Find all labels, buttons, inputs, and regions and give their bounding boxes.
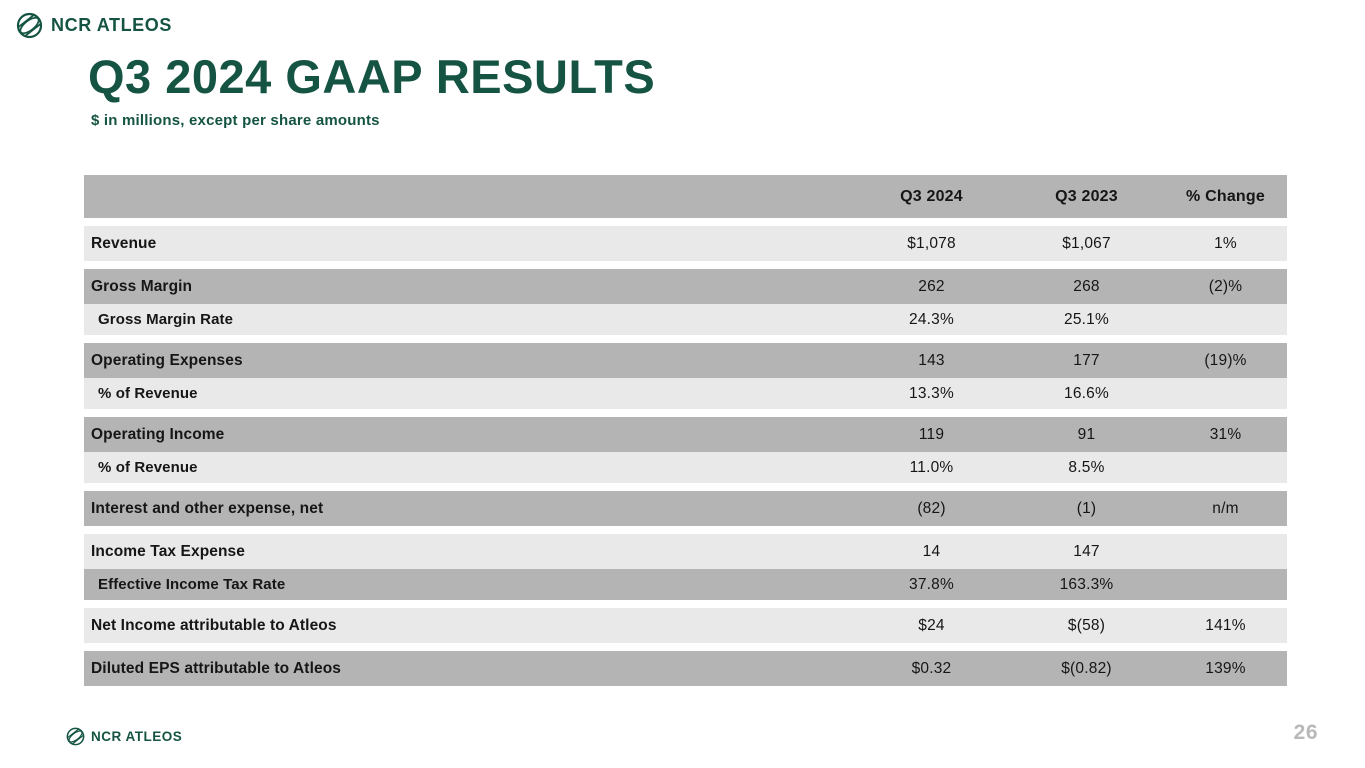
row-value: 163.3% [1059, 575, 1114, 593]
row-value: (19)% [1204, 351, 1247, 369]
brand-logo-bottom: NCR ATLEOS [66, 727, 182, 746]
row-value: 147 [1073, 542, 1100, 560]
row-value: $(0.82) [1061, 659, 1112, 677]
row-value: 177 [1073, 351, 1100, 369]
results-table-body: Revenue $1,078 $1,067 1% Gross Margin 262 268 (… [84, 226, 1287, 686]
column-header-q3-2023: Q3 2023 [1055, 187, 1118, 205]
page-title: Q3 2024 GAAP RESULTS [88, 50, 656, 103]
row-value: 24.3% [909, 310, 954, 328]
row-label: Diluted EPS attributable to Atleos [91, 659, 341, 677]
table-row: Diluted EPS attributable to Atleos $0.32 $… [84, 651, 1287, 686]
row-value: 13.3% [909, 384, 954, 402]
table-row: Gross Margin Rate 24.3% 25.1% [84, 304, 1287, 335]
row-value: (2)% [1208, 277, 1243, 295]
row-value: $24 [918, 616, 945, 634]
table-row: Effective Income Tax Rate 37.8% 163.3% [84, 569, 1287, 600]
table-row: Revenue $1,078 $1,067 1% [84, 226, 1287, 261]
column-header-q3-2024: Q3 2024 [900, 187, 963, 205]
row-value: 8.5% [1068, 458, 1105, 476]
row-value: $1,078 [907, 234, 956, 252]
row-value: 141% [1205, 616, 1246, 634]
row-value: 25.1% [1064, 310, 1109, 328]
page-subtitle: $ in millions, except per share amounts [91, 112, 380, 129]
row-value: 37.8% [909, 575, 954, 593]
row-label: % of Revenue [98, 459, 198, 476]
table-row: % of Revenue 13.3% 16.6% [84, 378, 1287, 409]
table-row: Operating Expenses 143 177 (19)% [84, 343, 1287, 378]
row-value: 119 [918, 425, 945, 443]
row-value: 91 [1077, 425, 1096, 443]
row-label: Interest and other expense, net [91, 499, 324, 517]
table-row: Operating Income 119 91 31% [84, 417, 1287, 452]
row-label: Gross Margin [91, 277, 193, 295]
row-value: 143 [918, 351, 945, 369]
table-row: Gross Margin 262 268 (2)% [84, 269, 1287, 304]
table-row: Income Tax Expense 14 147 [84, 534, 1287, 569]
column-header-change: % Change [1186, 187, 1265, 205]
row-value: n/m [1212, 499, 1239, 517]
table-header-row: Q3 2024 Q3 2023 % Change [84, 175, 1287, 218]
row-label: Revenue [91, 234, 157, 252]
row-value: 11.0% [909, 458, 954, 476]
brand-name: NCR ATLEOS [51, 15, 172, 35]
brand-logo-top: NCR ATLEOS [16, 12, 172, 39]
page-number: 26 [1293, 721, 1318, 744]
row-label: Net Income attributable to Atleos [91, 616, 337, 634]
table-row: Net Income attributable to Atleos $24 $(58… [84, 608, 1287, 643]
table-row: Interest and other expense, net (82) (1) n/… [84, 491, 1287, 526]
row-label: % of Revenue [98, 385, 198, 402]
row-value: 31% [1209, 425, 1242, 443]
gaap-results-table: Q3 2024 Q3 2023 % Change Revenue $1,078 $1… [84, 175, 1287, 686]
brand-name: NCR ATLEOS [91, 729, 183, 744]
table-row: % of Revenue 11.0% 8.5% [84, 452, 1287, 483]
row-value: (82) [917, 499, 946, 517]
row-value: 262 [918, 277, 945, 295]
row-value: $1,067 [1062, 234, 1111, 252]
row-value: 268 [1073, 277, 1100, 295]
row-value: 139% [1205, 659, 1246, 677]
row-label: Gross Margin Rate [98, 311, 234, 328]
row-value: $0.32 [911, 659, 952, 677]
row-label: Effective Income Tax Rate [98, 576, 286, 593]
globe-icon [16, 12, 43, 39]
row-value: 1% [1214, 234, 1237, 252]
row-label: Operating Income [91, 425, 225, 443]
globe-icon [66, 727, 85, 746]
row-value: 14 [922, 542, 941, 560]
row-label: Operating Expenses [91, 351, 243, 369]
row-value: 16.6% [1064, 384, 1109, 402]
row-value: (1) [1076, 499, 1097, 517]
row-value: $(58) [1067, 616, 1106, 634]
row-label: Income Tax Expense [91, 542, 245, 560]
